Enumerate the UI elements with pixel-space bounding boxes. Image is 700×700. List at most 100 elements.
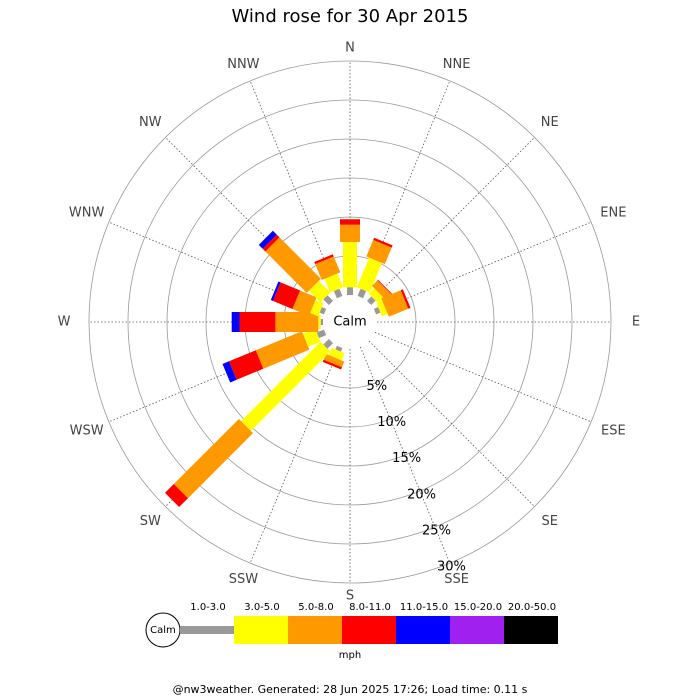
legend-swatch: [504, 616, 558, 644]
r-tick-label: 20%: [407, 487, 436, 502]
wind-bar-segment: [373, 307, 381, 315]
wind-bar-segment: [356, 257, 382, 293]
legend-swatch: [234, 616, 288, 644]
wind-bar-segment: [368, 288, 384, 304]
legend-label: 1.0-3.0: [190, 602, 225, 613]
wind-bar-segment: [357, 288, 367, 299]
wind-bar-segment: [275, 312, 319, 332]
legend-swatch: [288, 616, 342, 644]
wind-bar-segment: [315, 256, 341, 280]
direction-label: NNW: [227, 57, 259, 72]
wind-bar-segment: [371, 280, 392, 301]
direction-label: ESE: [601, 424, 626, 439]
legend-calm-label: Calm: [150, 625, 176, 636]
wind-bar-segment: [316, 329, 327, 339]
wind-bar-segment: [381, 290, 409, 317]
wind-bar-segment: [400, 289, 411, 309]
wind-bar-segment: [272, 282, 301, 309]
wind-bar-segment: [340, 224, 360, 242]
wind-bar-segment: [292, 290, 317, 316]
direction-label: NE: [541, 115, 559, 130]
wind-bar-segment: [320, 319, 323, 325]
wind-bar-segment: [328, 347, 345, 361]
wind-bar-segment: [239, 312, 276, 332]
r-tick-label: 5%: [366, 379, 387, 394]
wind-bar-segment: [376, 301, 388, 317]
direction-label: WSW: [70, 424, 104, 439]
wind-bar-segment: [340, 219, 360, 225]
wind-bar-segment: [323, 339, 333, 349]
wind-bar-segment: [270, 281, 281, 301]
spoke: [368, 340, 535, 507]
direction-label: E: [632, 315, 640, 330]
direction-label: W: [58, 315, 71, 330]
direction-label: WNW: [69, 205, 105, 220]
spoke: [374, 221, 592, 313]
footer: @nw3weather. Generated: 28 Jun 2025 17:2…: [173, 683, 528, 696]
legend-swatch: [396, 616, 450, 644]
wind-bar-segment: [222, 361, 237, 383]
wind-bar-segment: [262, 234, 280, 252]
r-tick-label: 15%: [392, 451, 421, 466]
legend-label: 20.0-50.0: [508, 602, 556, 613]
wind-bar-segment: [318, 315, 321, 329]
r-tick-label: 30%: [437, 559, 466, 574]
legend-swatch: [450, 616, 504, 644]
wind-bar-segment: [165, 484, 188, 507]
wind-bar-segment: [333, 288, 343, 299]
direction-label: NNE: [443, 57, 471, 72]
grid-ring: [88, 60, 612, 584]
wind-bar-segment: [373, 237, 393, 248]
r-tick-label: 10%: [377, 415, 406, 430]
calm-label: Calm: [333, 315, 366, 330]
spoke: [359, 346, 451, 564]
spoke: [374, 331, 592, 423]
direction-label: SSW: [229, 572, 259, 587]
grid-ring: [127, 99, 573, 545]
calm-circle: [325, 297, 375, 347]
spoke: [368, 137, 535, 304]
wind-bar-segment: [322, 359, 342, 370]
wind-bar-segment: [343, 242, 357, 288]
direction-label: SSE: [444, 572, 469, 587]
wind-bar-segment: [258, 230, 277, 249]
legend-label: 5.0-8.0: [298, 602, 333, 613]
wind-bar-segment: [308, 280, 331, 303]
legend-label: 8.0-11.0: [349, 602, 391, 613]
direction-label: ENE: [600, 205, 626, 220]
wind-bar-segment: [323, 295, 333, 305]
wind-bar-segment: [302, 328, 321, 347]
chart-title: Wind rose for 30 Apr 2015: [232, 6, 469, 27]
wind-bar-segment: [255, 331, 310, 369]
direction-label: SW: [140, 514, 161, 529]
legend-swatch: [180, 626, 234, 634]
wind-bar-segment: [319, 307, 327, 315]
spoke: [249, 346, 341, 564]
wind-bar-segment: [231, 312, 240, 332]
wind-bar-segment: [314, 254, 334, 265]
wind-bar-segment: [229, 350, 264, 380]
grid-ring: [166, 138, 534, 506]
wind-bar-segment: [377, 279, 393, 295]
legend-label: 15.0-20.0: [454, 602, 502, 613]
wind-bar-segment: [324, 273, 344, 293]
wind-bar-segment: [323, 353, 345, 368]
r-tick-label: 25%: [422, 523, 451, 538]
direction-label: N: [345, 41, 355, 56]
wind-bar-segment: [241, 341, 331, 431]
wind-bar-segment: [347, 287, 353, 295]
wind-bar-segment: [367, 296, 376, 305]
legend-title: mph: [339, 650, 361, 661]
legend-label: 3.0-5.0: [244, 602, 279, 613]
wind-bar-segment: [265, 237, 321, 293]
direction-label: S: [346, 589, 354, 604]
direction-label: NW: [139, 115, 162, 130]
legend-swatch: [342, 616, 396, 644]
wind-bar-segment: [335, 345, 343, 352]
direction-label: SE: [542, 514, 558, 529]
wind-bar-segment: [173, 419, 253, 499]
legend-label: 11.0-15.0: [400, 602, 448, 613]
wind-bar-segment: [310, 300, 324, 317]
